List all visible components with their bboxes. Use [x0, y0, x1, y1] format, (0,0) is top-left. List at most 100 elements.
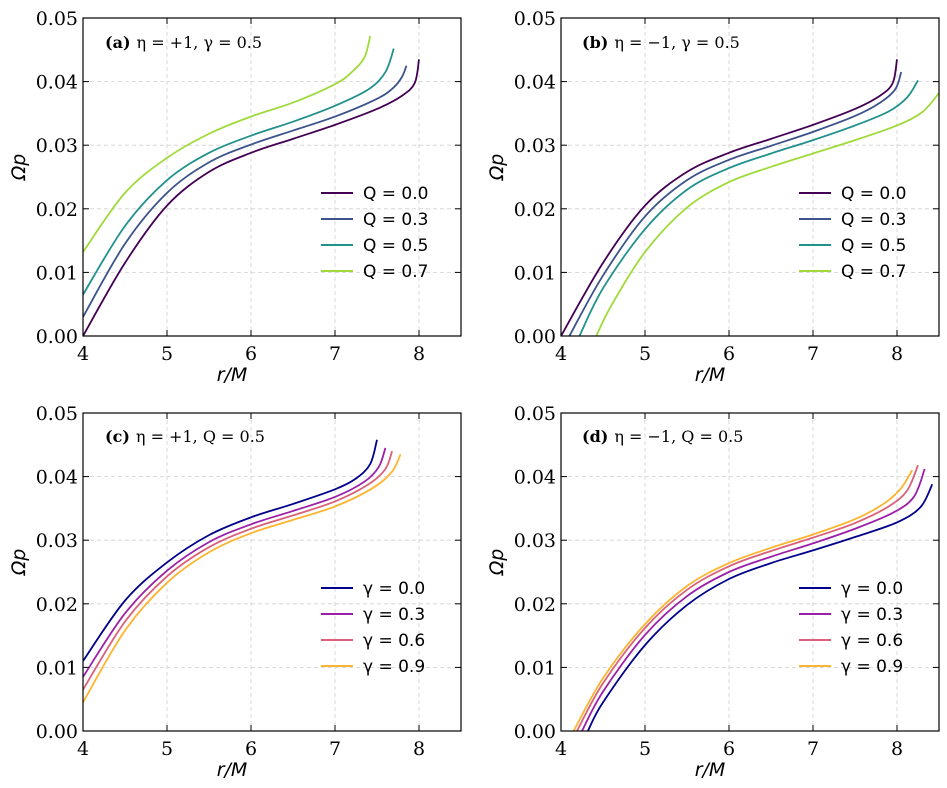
- panel-a: (a) η = +1, γ = 0.5 4 5 6 7 8 0.00 0.01 0.02 0.03…: [8, 8, 462, 386]
- x-tick-label: 8: [891, 738, 903, 760]
- grid: [560, 17, 939, 337]
- x-tick-label: 6: [245, 738, 257, 760]
- panel-d: (d) η = −1, Q = 0.5 4 5 6 7 8 0.00 0.01 0.02 0.03…: [486, 403, 940, 781]
- legend: γ = 0.0 γ = 0.3 γ = 0.6 γ = 0.9: [799, 579, 903, 677]
- y-tick-label: 0.05: [36, 8, 78, 30]
- x-tick-label: 7: [329, 738, 341, 760]
- series-line-1: [581, 468, 926, 731]
- series-line-3: [595, 92, 939, 336]
- series-line-1: [83, 447, 387, 678]
- legend-label: Q = 0.7: [363, 262, 428, 282]
- panel-params: η = +1, Q = 0.5: [136, 427, 265, 446]
- ticks: 4 5 6 7 8 0.00 0.01 0.02 0.03 0.04 0.05: [514, 8, 939, 365]
- legend-label: γ = 0.9: [363, 657, 425, 677]
- panel-b: (b) η = −1, γ = 0.5 4 5 6 7 8 0.00 0.01 0.02 0.03…: [486, 8, 940, 386]
- panel-params: η = +1, γ = 0.5: [137, 33, 263, 52]
- x-axis-label: r/M: [695, 759, 726, 781]
- legend-label: γ = 0.0: [363, 579, 425, 599]
- series-line-0: [587, 483, 934, 731]
- x-tick-label: 8: [413, 343, 425, 365]
- y-tick-label: 0.04: [36, 467, 78, 489]
- legend-label: γ = 0.6: [841, 631, 903, 651]
- x-tick-label: 6: [245, 343, 257, 365]
- series-line-3: [572, 469, 913, 731]
- ticks: 4 5 6 7 8 0.00 0.01 0.02 0.03 0.04 0.05: [514, 403, 939, 760]
- y-tick-label: 0.01: [514, 657, 556, 679]
- y-tick-label: 0.03: [36, 530, 78, 552]
- legend: Q = 0.0 Q = 0.3 Q = 0.5 Q = 0.7: [799, 184, 906, 282]
- series-line-1: [568, 71, 903, 336]
- x-tick-label: 4: [77, 343, 89, 365]
- y-tick-label: 0.01: [36, 657, 78, 679]
- plot-frame: [560, 412, 940, 732]
- x-tick-label: 8: [891, 343, 903, 365]
- y-axis-label: Ωp: [8, 549, 30, 577]
- series-line-3: [83, 35, 372, 253]
- x-tick-label: 4: [555, 343, 567, 365]
- legend-label: Q = 0.7: [841, 262, 906, 282]
- x-axis-label: r/M: [217, 759, 248, 781]
- legend-label: γ = 0.3: [363, 605, 425, 625]
- legend-label: γ = 0.6: [363, 631, 425, 651]
- series-line-0: [83, 59, 420, 336]
- x-axis-label: r/M: [217, 364, 248, 386]
- panel-annotation: (b) η = −1, γ = 0.5: [582, 33, 740, 52]
- series-line-2: [83, 450, 393, 691]
- series-group: [83, 35, 420, 336]
- legend-label: γ = 0.0: [841, 579, 903, 599]
- x-axis-label: r/M: [695, 364, 726, 386]
- y-tick-label: 0.01: [36, 262, 78, 284]
- plot-frame: [82, 412, 462, 732]
- ticks: 4 5 6 7 8 0.00 0.01 0.02 0.03 0.04 0.05: [36, 8, 461, 365]
- series-line-0: [561, 59, 898, 336]
- series-group: [561, 59, 939, 336]
- y-tick-label: 0.04: [514, 72, 556, 94]
- series-group: [572, 464, 934, 731]
- y-tick-label: 0.05: [514, 403, 556, 425]
- legend-label: γ = 0.3: [841, 605, 903, 625]
- x-tick-label: 4: [555, 738, 567, 760]
- panel-params: η = −1, γ = 0.5: [614, 33, 740, 52]
- legend-label: Q = 0.5: [363, 236, 428, 256]
- panel-letter: (a): [105, 33, 131, 52]
- y-tick-label: 0.02: [36, 594, 78, 616]
- plot-frame: [560, 17, 940, 337]
- panel-params: η = −1, Q = 0.5: [614, 427, 743, 446]
- y-tick-label: 0.03: [514, 135, 556, 157]
- y-tick-label: 0.02: [36, 199, 78, 221]
- y-tick-label: 0.01: [514, 262, 556, 284]
- x-tick-label: 5: [639, 738, 651, 760]
- y-tick-label: 0.00: [36, 326, 78, 348]
- y-tick-label: 0.00: [514, 721, 556, 743]
- legend-label: Q = 0.5: [841, 236, 906, 256]
- series-line-3: [83, 453, 402, 703]
- y-tick-label: 0.05: [36, 403, 78, 425]
- legend-label: Q = 0.0: [841, 184, 906, 204]
- x-tick-label: 5: [161, 343, 173, 365]
- y-axis-label: Ωp: [8, 154, 30, 182]
- grid: [560, 412, 939, 732]
- series-line-0: [83, 439, 378, 662]
- ticks: 4 5 6 7 8 0.00 0.01 0.02 0.03 0.04 0.05: [36, 403, 461, 760]
- x-tick-label: 5: [639, 343, 651, 365]
- legend-label: Q = 0.3: [841, 210, 906, 230]
- legend: Q = 0.0 Q = 0.3 Q = 0.5 Q = 0.7: [321, 184, 428, 282]
- legend-label: Q = 0.0: [363, 184, 428, 204]
- panel-annotation: (d) η = −1, Q = 0.5: [582, 427, 743, 446]
- y-axis-label: Ωp: [486, 549, 508, 577]
- y-tick-label: 0.04: [36, 72, 78, 94]
- y-tick-label: 0.05: [514, 8, 556, 30]
- legend-label: γ = 0.9: [841, 657, 903, 677]
- series-line-1: [83, 65, 408, 318]
- y-tick-label: 0.00: [514, 326, 556, 348]
- y-axis-label: Ωp: [486, 154, 508, 182]
- grid: [82, 17, 461, 337]
- y-tick-label: 0.02: [514, 594, 556, 616]
- x-tick-label: 7: [807, 738, 819, 760]
- legend-label: Q = 0.3: [363, 210, 428, 230]
- panel-annotation: (c) η = +1, Q = 0.5: [105, 427, 265, 446]
- x-tick-label: 5: [161, 738, 173, 760]
- plot-frame: [82, 17, 462, 337]
- x-tick-label: 8: [413, 738, 425, 760]
